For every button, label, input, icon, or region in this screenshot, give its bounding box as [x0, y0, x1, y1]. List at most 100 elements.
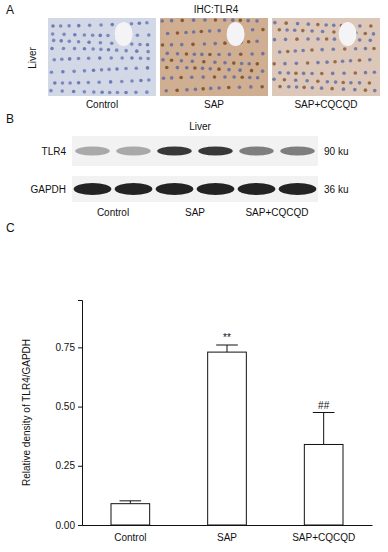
- image-label: SAP: [204, 99, 224, 110]
- nucleus: [165, 52, 169, 56]
- nucleus: [50, 47, 54, 51]
- nucleus: [116, 91, 120, 95]
- nucleus: [50, 70, 54, 74]
- nucleus: [87, 41, 91, 45]
- y-tick: 0.00: [56, 520, 82, 531]
- nucleus: [239, 52, 243, 56]
- nucleus: [72, 90, 76, 94]
- gapdh-band: [197, 183, 235, 195]
- nucleus: [287, 71, 291, 75]
- tlr4-band: [198, 147, 232, 156]
- nucleus: [227, 68, 231, 72]
- blot-size-label: 90 ku: [324, 146, 348, 157]
- tlr4-band: [75, 147, 109, 156]
- nucleus: [203, 18, 207, 22]
- nucleus: [358, 58, 362, 62]
- nucleus: [223, 18, 227, 22]
- nucleus: [255, 39, 259, 43]
- nucleus: [325, 60, 329, 64]
- nucleus: [283, 62, 287, 66]
- panel-letter: C: [6, 221, 15, 235]
- tlr4-band: [239, 147, 273, 156]
- nucleus: [256, 76, 260, 80]
- nucleus: [332, 30, 336, 34]
- nucleus: [261, 28, 265, 32]
- nucleus: [217, 53, 221, 57]
- nucleus: [72, 70, 76, 74]
- panel-title: IHC:TLR4: [194, 4, 239, 15]
- nucleus: [301, 29, 305, 33]
- nucleus: [373, 89, 377, 93]
- error-cap: [216, 345, 238, 346]
- lane-label: SAP: [185, 207, 205, 218]
- nucleus: [320, 48, 324, 52]
- nucleus: [67, 24, 71, 28]
- gapdh-band: [279, 183, 317, 195]
- axis-line: [83, 525, 373, 526]
- lane-label: Control: [97, 207, 129, 218]
- panel-c: C**##0.000.250.500.75ControlSAPSAP+CQCQD…: [6, 221, 373, 543]
- nucleus: [295, 37, 299, 41]
- nucleus: [214, 18, 218, 22]
- nucleus: [223, 41, 227, 45]
- vessel: [227, 22, 245, 46]
- nucleus: [120, 80, 124, 84]
- figure: AIHC:TLR4LiverControlSAPSAP+CQCQDBLiverT…: [0, 0, 388, 552]
- nucleus: [372, 47, 376, 51]
- nucleus: [296, 22, 300, 26]
- lane-label: SAP+CQCQD: [245, 207, 308, 218]
- nucleus: [61, 70, 65, 74]
- nucleus: [68, 57, 72, 61]
- tick-label: 0.75: [56, 342, 76, 353]
- image-background: [48, 18, 156, 96]
- nucleus: [147, 33, 151, 37]
- nucleus: [100, 91, 104, 95]
- nucleus: [310, 86, 314, 90]
- image-label: Control: [86, 99, 118, 110]
- y-axis: 0.000.250.500.75: [56, 301, 83, 531]
- nucleus: [91, 47, 95, 51]
- nucleus: [146, 57, 150, 61]
- nucleus: [217, 67, 221, 71]
- nucleus: [147, 78, 151, 82]
- plot-area: [111, 345, 343, 525]
- error-cap: [120, 500, 142, 501]
- nucleus: [162, 76, 166, 80]
- panel-letter: A: [6, 3, 14, 17]
- nucleus: [278, 71, 282, 75]
- nucleus: [180, 19, 184, 23]
- nucleus: [53, 81, 57, 85]
- gapdh-band: [115, 183, 153, 195]
- nucleus: [341, 59, 345, 63]
- nucleus: [73, 33, 77, 37]
- nucleus: [146, 43, 150, 47]
- nucleus: [217, 86, 221, 90]
- nucleus: [305, 79, 309, 83]
- nucleus: [302, 72, 306, 76]
- nucleus: [333, 37, 337, 41]
- nucleus: [166, 32, 170, 36]
- x-tick: Control: [114, 532, 146, 543]
- nucleus: [203, 42, 207, 46]
- nucleus: [193, 66, 197, 70]
- nucleus: [170, 19, 174, 23]
- nucleus: [191, 60, 195, 64]
- nucleus: [130, 79, 134, 83]
- y-tick: 0.50: [56, 401, 82, 412]
- nucleus: [320, 86, 324, 90]
- blot-row-label: GAPDH: [30, 184, 66, 195]
- nucleus: [372, 32, 376, 36]
- nucleus: [239, 19, 243, 23]
- significance-mark: ##: [318, 400, 330, 411]
- gapdh-band: [156, 183, 194, 195]
- nucleus: [341, 81, 345, 85]
- vessel: [339, 22, 357, 46]
- panel-b: BLiverTLR490 kuGAPDH36 kuControlSAPSAP+C…: [6, 112, 348, 218]
- nucleus: [115, 67, 119, 71]
- nucleus: [192, 18, 196, 22]
- nucleus: [109, 80, 113, 84]
- nucleus: [100, 68, 104, 72]
- blot-size-label: 36 ku: [324, 184, 348, 195]
- nucleus: [108, 91, 112, 95]
- nucleus: [161, 43, 165, 47]
